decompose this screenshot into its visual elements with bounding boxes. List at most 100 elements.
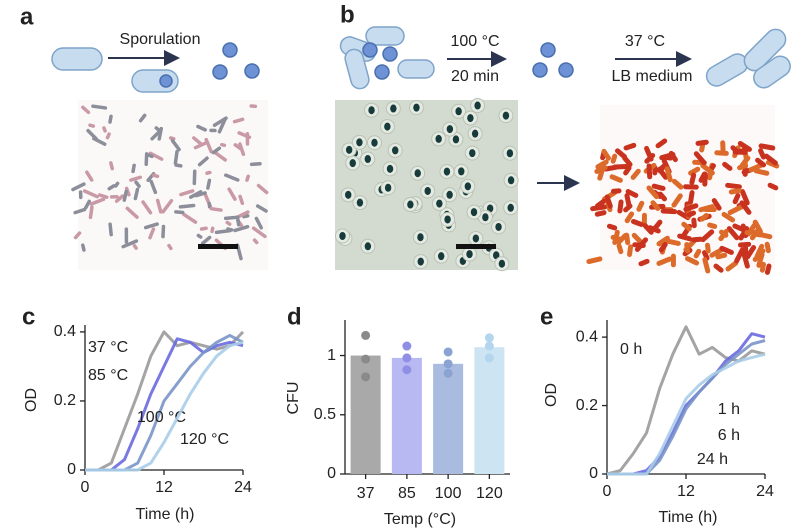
cell-image (755, 157, 767, 168)
cell-image (732, 149, 748, 155)
cell-image (81, 105, 91, 115)
cell-image (753, 168, 770, 176)
spore-image (464, 182, 472, 191)
cell-image (726, 226, 740, 241)
cell-image (108, 114, 113, 124)
cell-image (81, 243, 86, 252)
cell-image (85, 170, 94, 182)
spore-image (414, 169, 421, 178)
spore-image (443, 167, 451, 176)
cell-image (102, 126, 107, 133)
cell-image (594, 210, 607, 217)
spore-image (482, 213, 489, 222)
replicate-point (402, 341, 412, 351)
cell-image (745, 245, 757, 260)
cell-image (89, 197, 106, 206)
cell-image (157, 126, 163, 141)
cell-image (719, 229, 729, 238)
bar (433, 363, 464, 474)
cell-image (658, 242, 668, 253)
cell-image (220, 142, 227, 148)
cell-image (193, 141, 208, 150)
cell-image (105, 132, 111, 140)
cell-image (252, 238, 259, 245)
cell-image (173, 149, 179, 165)
cell-image (741, 251, 750, 269)
cell-image (249, 161, 262, 167)
cell-image (131, 163, 136, 174)
spore-image (444, 215, 451, 224)
cell-image (617, 199, 624, 214)
cell-image (638, 258, 650, 267)
cell-image (625, 189, 639, 198)
x-tick-label: 0 (81, 479, 90, 496)
y-tick-label: 1 (327, 347, 336, 364)
x-tick-label: 24 (234, 479, 252, 496)
cell-image (251, 226, 267, 239)
cell-image (698, 171, 707, 183)
replicate-point (361, 372, 371, 382)
x-tick-label: 85 (398, 485, 416, 502)
cell-image (660, 208, 678, 215)
cell-image (758, 143, 776, 151)
spore-image (413, 103, 420, 112)
cell-image (245, 174, 250, 182)
spore-image (364, 155, 371, 164)
spore-image (371, 138, 378, 147)
cell-image (148, 227, 156, 240)
cell-image (161, 224, 166, 239)
y-tick-label: 0.4 (54, 323, 76, 340)
cell-image (210, 226, 215, 234)
cell-image (631, 232, 644, 245)
cell-image (737, 140, 752, 152)
cell-image (109, 195, 119, 199)
cell-image (207, 201, 212, 209)
cell-image (691, 236, 703, 243)
x-tick-label: 24 (756, 483, 774, 500)
x-axis-label: Temp (°C) (384, 511, 456, 528)
spore-image (339, 232, 346, 241)
cell-image (200, 235, 212, 246)
spore-image (345, 190, 352, 199)
cell-image (182, 212, 198, 224)
cell-image (650, 200, 661, 211)
spore-image (493, 251, 500, 260)
cell-image (764, 241, 771, 254)
cell-image (749, 226, 762, 241)
cell-image (630, 168, 641, 180)
y-tick-label: 0.2 (576, 397, 598, 414)
cell-image (174, 210, 185, 215)
cell-icon (365, 26, 405, 46)
cell-image (214, 228, 232, 235)
y-axis-label: CFU (285, 382, 302, 415)
cell-image (145, 152, 154, 159)
cell-image (683, 184, 699, 190)
growth-curve (85, 330, 245, 472)
cell-image (138, 113, 147, 123)
cell-image (161, 199, 174, 214)
cell-icon (753, 55, 791, 89)
scale-bar (456, 244, 496, 249)
cell-image (764, 263, 772, 275)
cell-image (223, 215, 240, 221)
spore-image (506, 149, 514, 158)
spore-image (392, 146, 399, 155)
spore-image (384, 122, 391, 131)
spore-image (407, 200, 414, 209)
cell-image (763, 153, 778, 166)
series-label: 37 °C (88, 339, 128, 356)
cell-image (700, 229, 715, 243)
cell-image (594, 165, 608, 174)
cell-image (632, 242, 646, 248)
cell-image (703, 206, 717, 213)
cell-image (666, 238, 681, 246)
cell-image (671, 193, 683, 208)
series-label: 0 h (620, 341, 642, 358)
cell-image (179, 189, 195, 197)
cell-image (627, 244, 634, 258)
spore-image (446, 125, 454, 134)
cell-image (124, 227, 129, 244)
spore-image (507, 203, 514, 212)
y-tick-label: 0.2 (54, 392, 76, 409)
